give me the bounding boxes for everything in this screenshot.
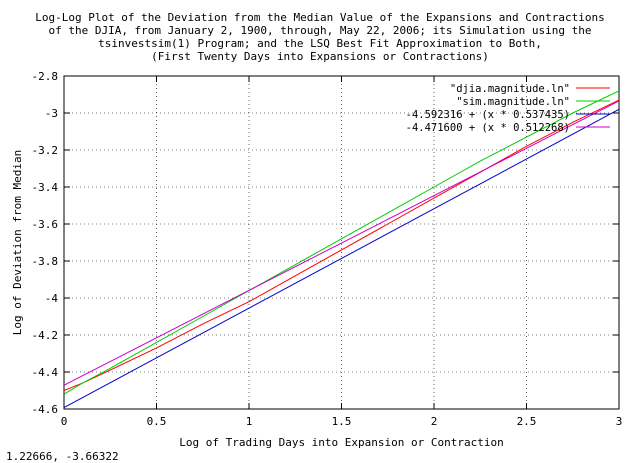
y-tick-label: -3.2 — [32, 144, 59, 157]
coordinate-readout: 1.22666, -3.66322 — [6, 450, 119, 463]
x-tick-label: 0 — [61, 415, 68, 428]
y-axis-label: Log of Deviation from Median — [11, 150, 24, 335]
y-tick-label: -3.4 — [32, 181, 59, 194]
legend-label-3: -4.592316 + (x * 0.537435) — [406, 109, 570, 121]
legend-label-4: -4.471600 + (x * 0.512268) — [406, 122, 570, 134]
x-tick-label: 1 — [246, 415, 253, 428]
y-tick-label: -4.2 — [32, 329, 59, 342]
series-line-3 — [64, 108, 619, 409]
series-line-4 — [64, 100, 619, 386]
y-tick-label: -4.6 — [32, 403, 59, 416]
x-axis-label: Log of Trading Days into Expansion or Co… — [179, 436, 504, 449]
chart-title-line-3: tsinvestsim(1) Program; and the LSQ Best… — [98, 37, 542, 50]
y-tick-label: -4 — [45, 292, 59, 305]
x-tick-label: 2 — [431, 415, 438, 428]
chart-title-line-1: Log-Log Plot of the Deviation from the M… — [35, 11, 605, 24]
legend-label-1: "djia.magnitude.ln" — [450, 83, 570, 95]
legend-label-2: "sim.magnitude.ln" — [456, 96, 570, 108]
y-tick-label: -3 — [45, 107, 58, 120]
x-tick-label: 0.5 — [147, 415, 167, 428]
y-tick-label: -4.4 — [32, 366, 59, 379]
x-tick-label: 2.5 — [517, 415, 537, 428]
x-tick-label: 1.5 — [332, 415, 352, 428]
x-tick-label: 3 — [616, 415, 623, 428]
chart-title-line-2: of the DJIA, from January 2, 1900, throu… — [48, 24, 592, 37]
series-line-1 — [64, 99, 619, 391]
chart-title-line-4: (First Twenty Days into Expansions or Co… — [151, 50, 489, 63]
y-tick-label: -3.8 — [32, 255, 59, 268]
y-tick-label: -3.6 — [32, 218, 59, 231]
series-line-2 — [64, 90, 619, 395]
y-tick-label: -2.8 — [32, 70, 59, 83]
